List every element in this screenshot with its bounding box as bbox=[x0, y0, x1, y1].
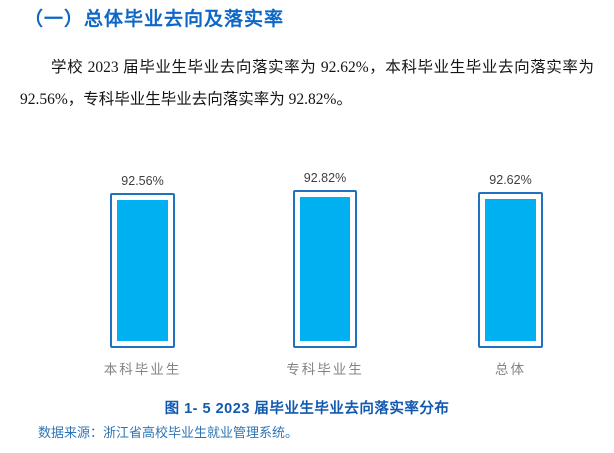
bar bbox=[293, 190, 357, 348]
bar bbox=[478, 192, 543, 348]
bar-category-label: 本科毕业生 bbox=[103, 362, 182, 377]
bar-value-label: 92.62% bbox=[489, 173, 532, 187]
bar-chart: 92.56% 本科毕业生 92.82% 专科毕业生 92.62% 总体 bbox=[0, 170, 614, 380]
bar-group-1: 92.56% 本科毕业生 bbox=[104, 170, 180, 380]
bar-group-3: 92.62% 总体 bbox=[478, 170, 543, 380]
bar bbox=[110, 193, 175, 348]
bar-group-2: 92.82% 专科毕业生 bbox=[286, 170, 362, 380]
section-heading: （一）总体毕业去向及落实率 bbox=[24, 9, 285, 30]
bar-fill bbox=[300, 197, 350, 341]
bar-value-label: 92.82% bbox=[303, 171, 347, 185]
bar-category-label: 总体 bbox=[495, 362, 526, 377]
bar-fill bbox=[485, 199, 536, 341]
bar-fill bbox=[117, 200, 168, 341]
data-source-note: 数据来源：浙江省高校毕业生就业管理系统。 bbox=[38, 425, 299, 440]
bar-value-label: 92.56% bbox=[121, 174, 164, 188]
bar-category-label: 专科毕业生 bbox=[286, 362, 364, 377]
body-paragraph: 学校 2023 届毕业生毕业去向落实率为 92.62%，本科毕业生毕业去向落实率… bbox=[20, 59, 594, 108]
figure-caption: 图 1- 5 2023 届毕业生毕业去向落实率分布 bbox=[164, 401, 450, 417]
